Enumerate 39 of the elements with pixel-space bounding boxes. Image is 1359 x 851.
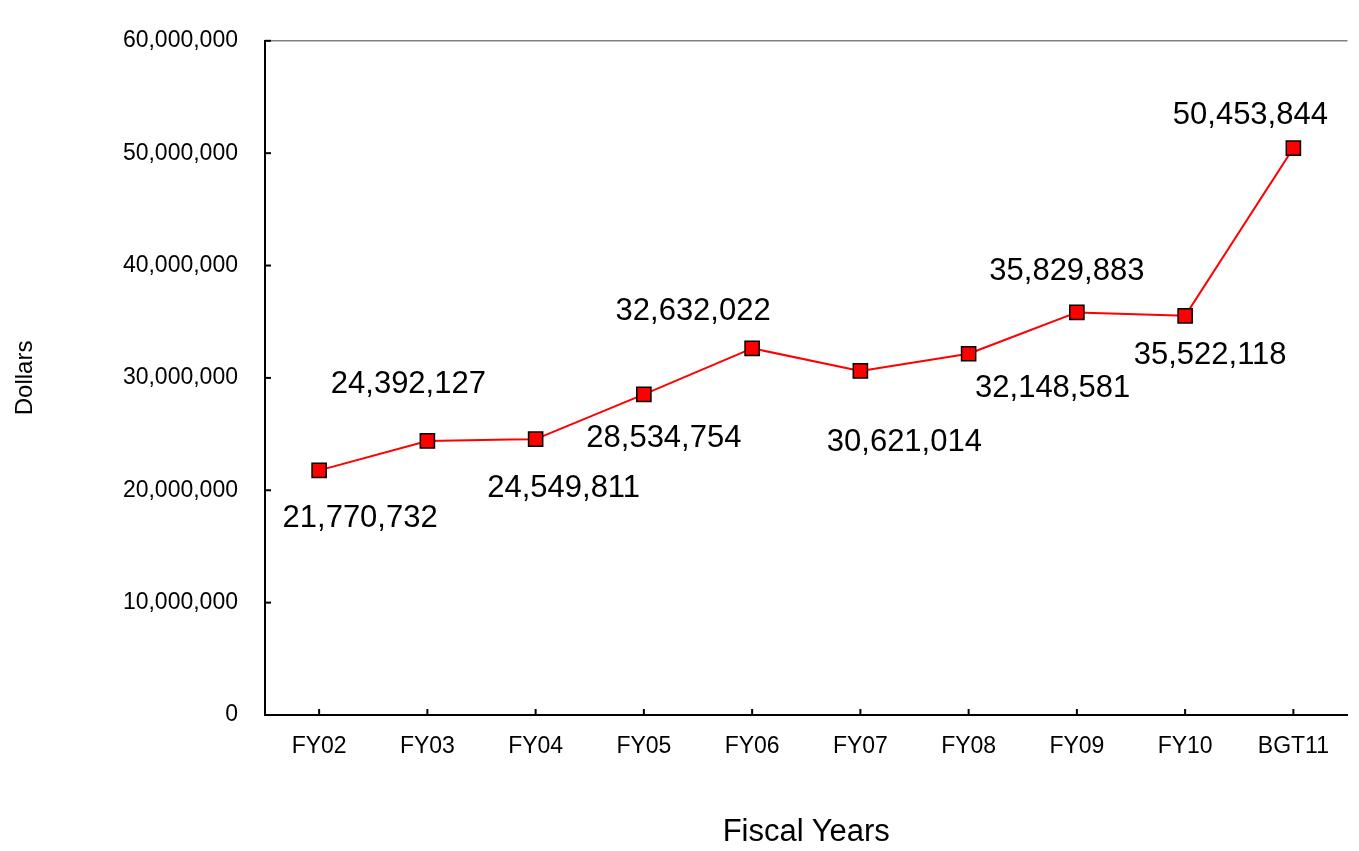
y-tick-label: 40,000,000	[122, 250, 238, 277]
point	[636, 386, 652, 403]
x-tick-label: FY04	[508, 732, 564, 759]
data-label: 21,770,732	[282, 498, 438, 534]
data-label: 32,148,581	[975, 369, 1131, 405]
y-tick-label: 30,000,000	[122, 363, 238, 390]
point	[311, 462, 327, 479]
data-label: 24,392,127	[330, 365, 486, 401]
y-tick-label: 20,000,000	[122, 475, 238, 502]
data-label: 30,621,014	[826, 423, 982, 459]
y-tick-label: 10,000,000	[122, 587, 238, 614]
x-tick-label: FY07	[832, 732, 888, 759]
x-tick-label: FY05	[616, 732, 672, 759]
x-axis-title: Fiscal Years	[722, 812, 890, 848]
point	[744, 340, 760, 357]
x-tick-label: FY06	[724, 732, 780, 759]
y-tick-label: 0	[225, 700, 238, 727]
y-tick-label: 50,000,000	[122, 138, 238, 165]
y-tick-label: 60,000,000	[122, 26, 238, 53]
point	[960, 345, 977, 362]
x-tick-label: FY02	[291, 732, 347, 759]
x-tick-label: FY03	[399, 732, 455, 759]
data-label: 35,829,883	[989, 251, 1145, 287]
point	[1177, 308, 1193, 324]
data-label: 32,632,022	[615, 291, 771, 327]
point	[852, 363, 869, 379]
data-label: 28,534,754	[586, 418, 742, 454]
point	[1069, 304, 1085, 321]
point	[1285, 140, 1302, 156]
data-label: 50,453,844	[1172, 95, 1328, 131]
x-tick-label: FY10	[1157, 732, 1213, 759]
y-axis-title: Dollars	[10, 340, 38, 416]
point	[419, 433, 436, 449]
data-label: 24,549,811	[487, 468, 641, 504]
point	[527, 431, 544, 447]
x-tick-label: BGT11	[1257, 732, 1329, 759]
x-tick-label: FY09	[1049, 732, 1105, 759]
data-label: 35,522,118	[1133, 336, 1287, 372]
x-tick-label: FY08	[941, 732, 997, 759]
